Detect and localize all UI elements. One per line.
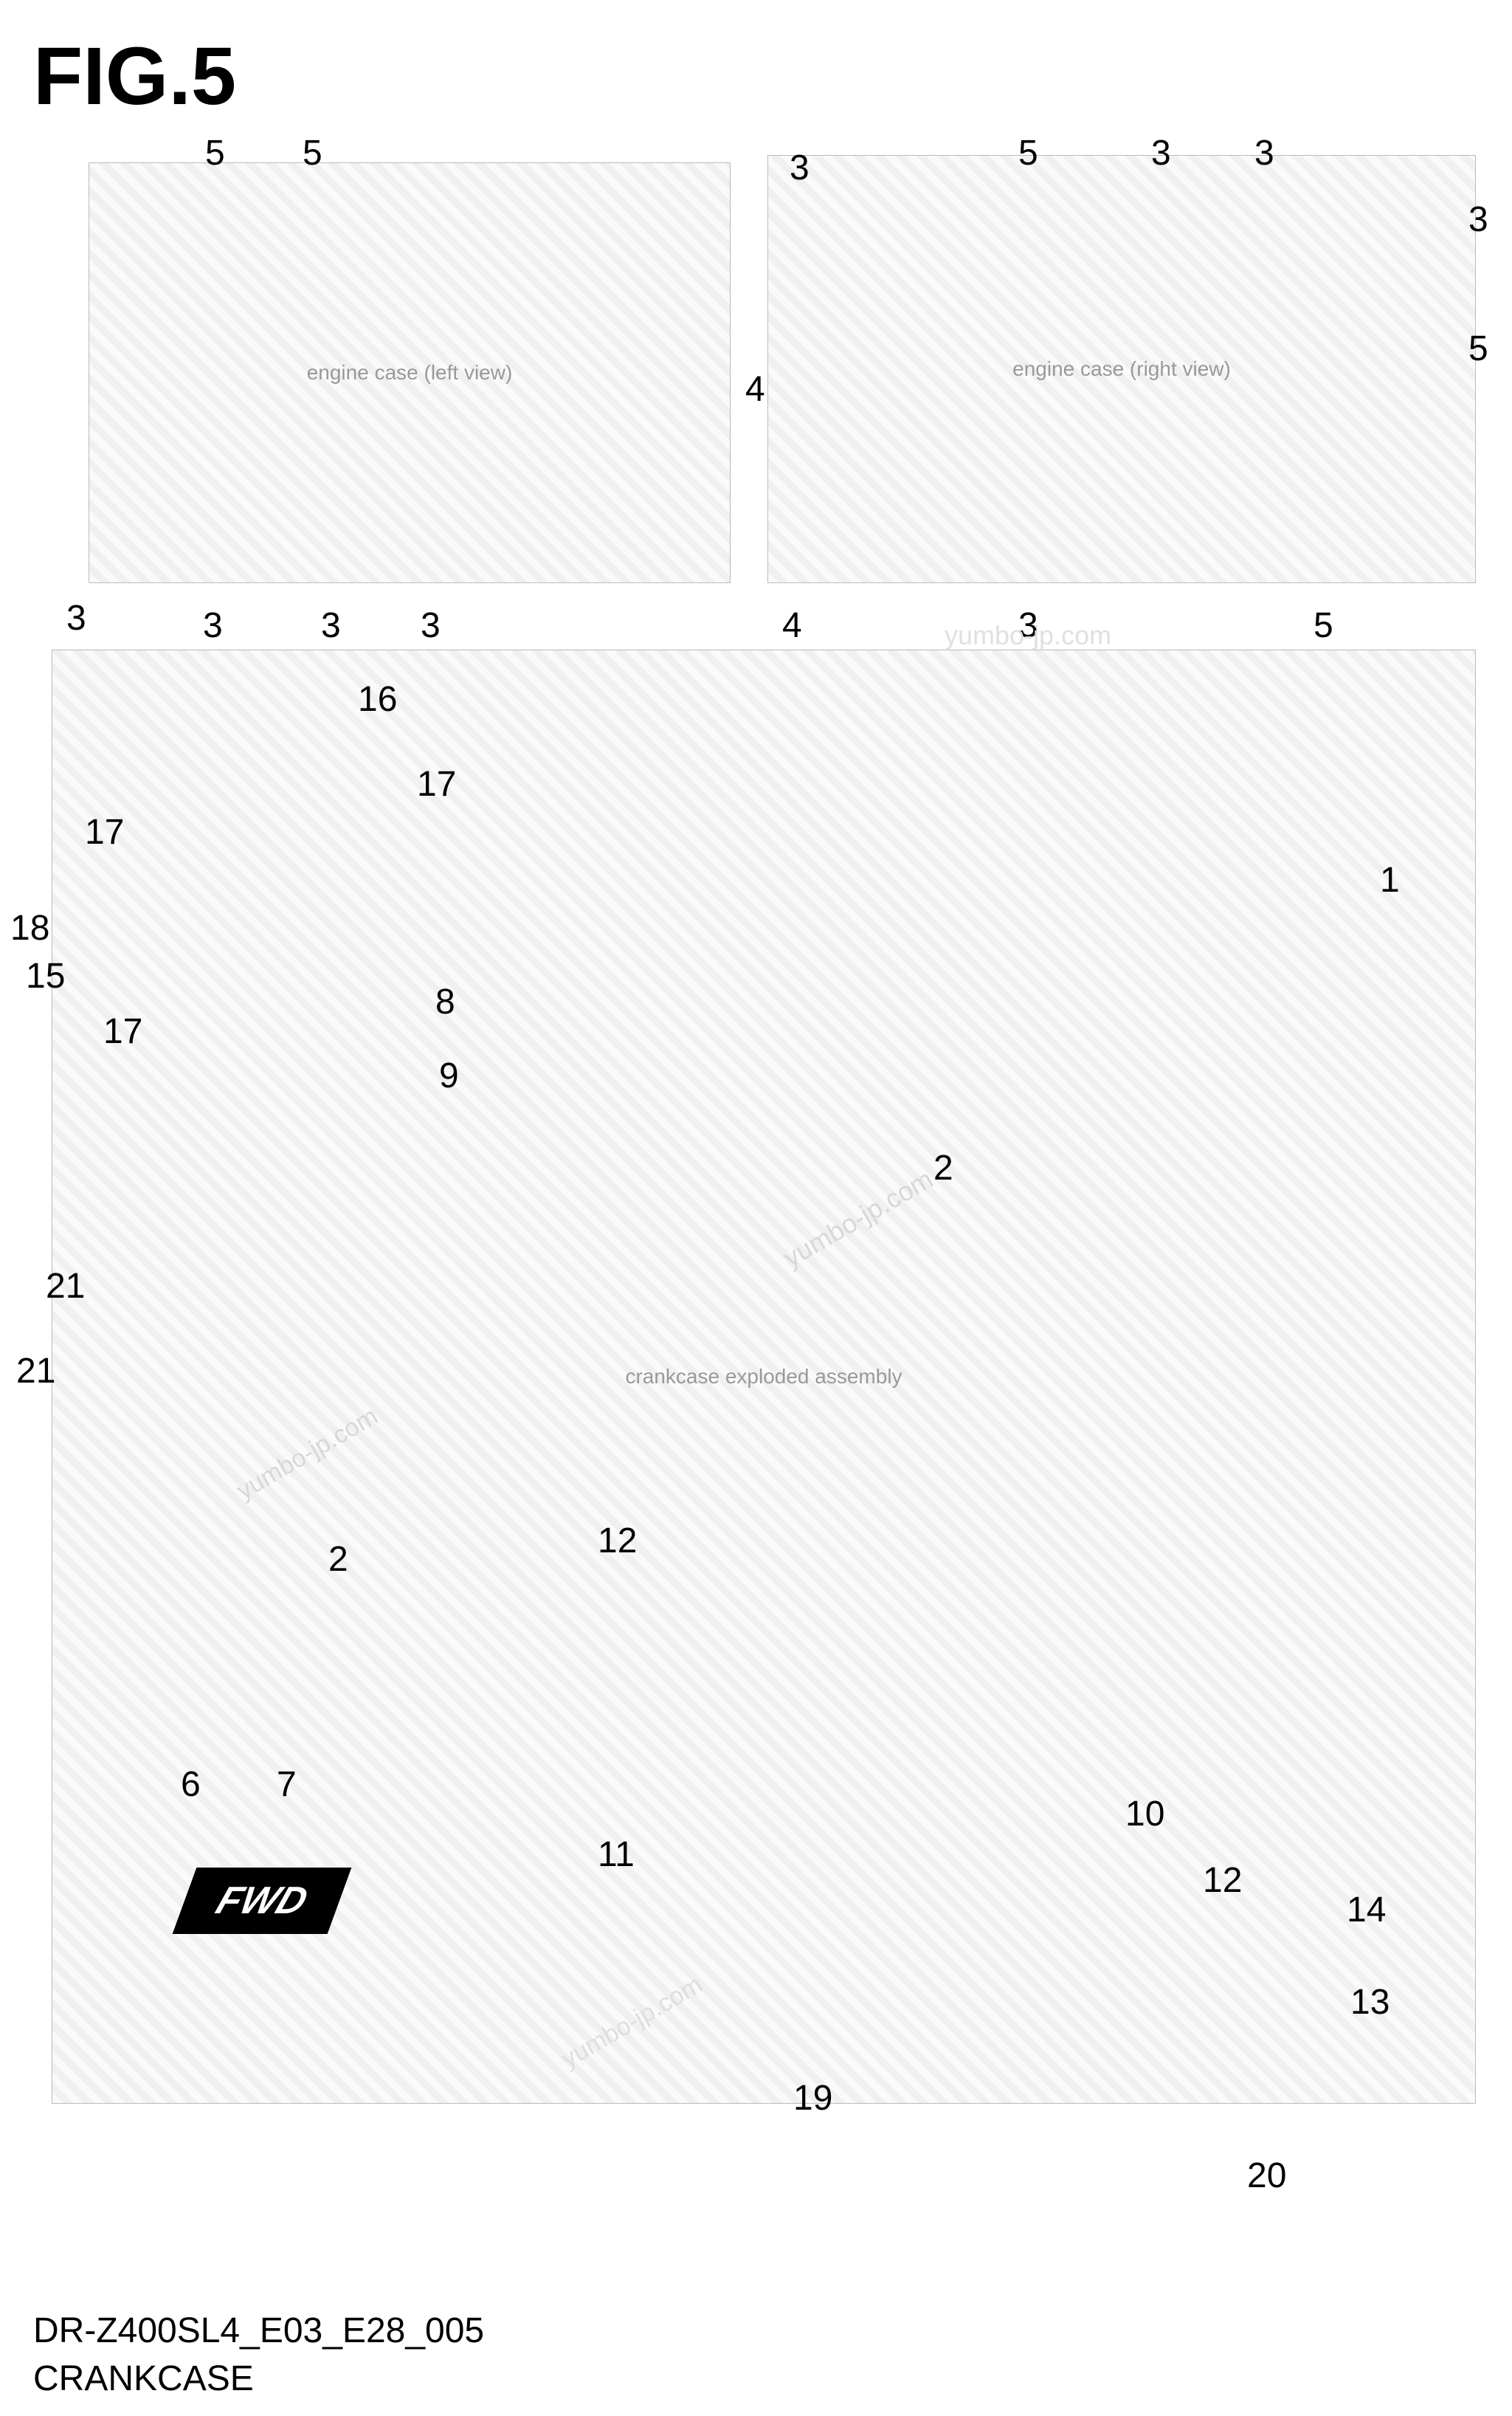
footer-part-name: CRANKCASE — [33, 2358, 254, 2399]
callout-2: 2 — [933, 1148, 953, 1188]
callout-19: 19 — [793, 2078, 832, 2119]
callout-3: 3 — [321, 605, 341, 646]
callout-12: 12 — [1203, 1860, 1242, 1901]
callout-13: 13 — [1350, 1982, 1390, 2023]
footer-part-code: DR-Z400SL4_E03_E28_005 — [33, 2310, 484, 2351]
callout-4: 4 — [782, 605, 802, 646]
callout-10: 10 — [1125, 1794, 1164, 1834]
callout-3: 3 — [790, 148, 809, 188]
callout-17: 17 — [103, 1011, 142, 1052]
callout-5: 5 — [1313, 605, 1333, 646]
callout-3: 3 — [421, 605, 441, 646]
callout-12: 12 — [598, 1521, 637, 1561]
callout-17: 17 — [85, 812, 124, 853]
callout-3: 3 — [66, 598, 86, 639]
diagram-top-left-case: engine case (left view) — [89, 162, 731, 583]
callout-14: 14 — [1347, 1890, 1386, 1930]
callout-21: 21 — [46, 1266, 85, 1307]
callout-5: 5 — [1018, 133, 1038, 173]
callout-3: 3 — [1018, 605, 1038, 646]
fwd-direction-badge: FWD — [173, 1868, 352, 1934]
callout-20: 20 — [1247, 2155, 1286, 2196]
callout-18: 18 — [10, 908, 49, 949]
callout-5: 5 — [303, 133, 322, 173]
callout-16: 16 — [358, 679, 397, 720]
callout-3: 3 — [1254, 133, 1274, 173]
callout-7: 7 — [277, 1764, 297, 1805]
diagram-top-right-case: engine case (right view) — [767, 155, 1476, 583]
callout-3: 3 — [1468, 199, 1488, 240]
callout-3: 3 — [203, 605, 223, 646]
callout-9: 9 — [439, 1056, 459, 1096]
callout-6: 6 — [181, 1764, 201, 1805]
figure-title: FIG.5 — [33, 30, 236, 123]
callout-4: 4 — [745, 369, 765, 410]
fwd-label: FWD — [210, 1879, 314, 1923]
callout-2: 2 — [328, 1539, 348, 1580]
callout-5: 5 — [1468, 328, 1488, 369]
callout-21: 21 — [16, 1351, 55, 1391]
callout-3: 3 — [1151, 133, 1171, 173]
callout-8: 8 — [435, 982, 455, 1022]
callout-17: 17 — [417, 764, 456, 805]
callout-1: 1 — [1380, 860, 1400, 901]
callout-5: 5 — [205, 133, 225, 173]
callout-11: 11 — [598, 1834, 635, 1875]
callout-15: 15 — [26, 956, 65, 997]
